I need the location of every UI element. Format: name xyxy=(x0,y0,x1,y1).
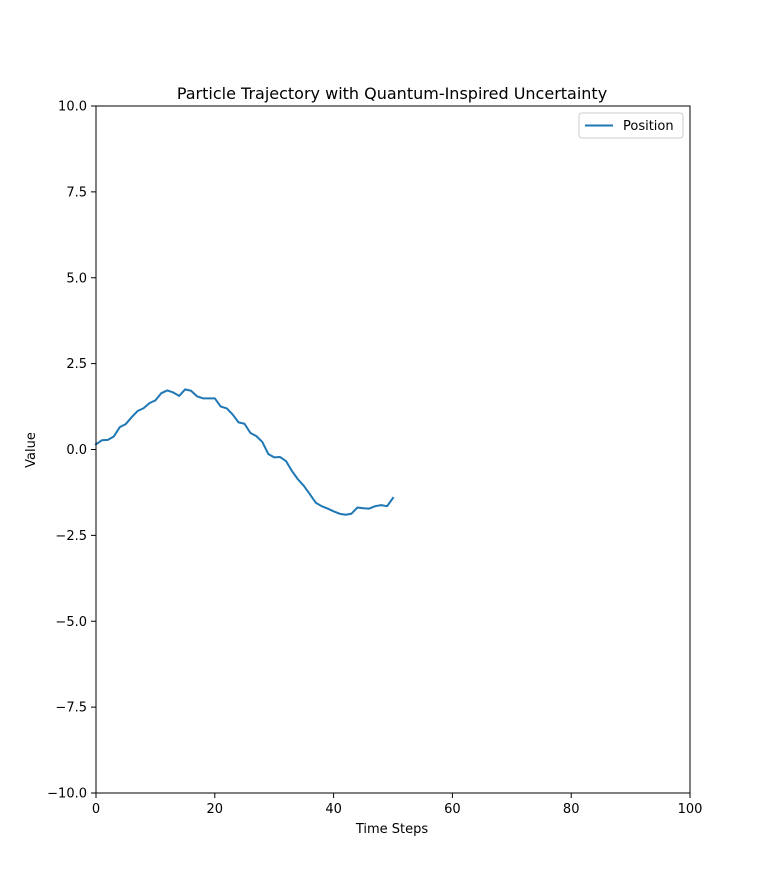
y-tick-label: −10.0 xyxy=(47,787,87,802)
x-tick-label: 60 xyxy=(444,802,461,817)
legend-box xyxy=(578,112,684,139)
y-tick-label: 7.5 xyxy=(66,185,87,200)
legend-label: Position xyxy=(623,119,674,134)
y-tick-label: −7.5 xyxy=(55,701,87,716)
chart-title: Particle Trajectory with Quantum-Inspire… xyxy=(177,84,607,103)
y-tick-label: −5.0 xyxy=(55,615,87,630)
y-tick-label: 0.0 xyxy=(66,443,87,458)
y-tick-label: −2.5 xyxy=(55,529,87,544)
series-line-position xyxy=(94,388,395,516)
x-tick-label: 100 xyxy=(678,802,703,817)
y-axis-label: Value xyxy=(24,432,39,468)
x-axis-label: Time Steps xyxy=(355,822,429,837)
y-tick-label: 10.0 xyxy=(58,100,87,115)
plot-area: 0 20 40 60 80 100 −10.0 −7.5 −5.0 −2.5 0.0 2.5 5.0 7.… xyxy=(47,100,702,818)
x-tick-label: 20 xyxy=(207,802,224,817)
y-tick-label: 2.5 xyxy=(66,357,87,372)
x-tick-label: 40 xyxy=(325,802,342,817)
legend: Position xyxy=(578,112,684,139)
x-tick-label: 80 xyxy=(563,802,580,817)
x-tick-label: 0 xyxy=(92,802,100,817)
y-tick-label: 5.0 xyxy=(66,271,87,286)
